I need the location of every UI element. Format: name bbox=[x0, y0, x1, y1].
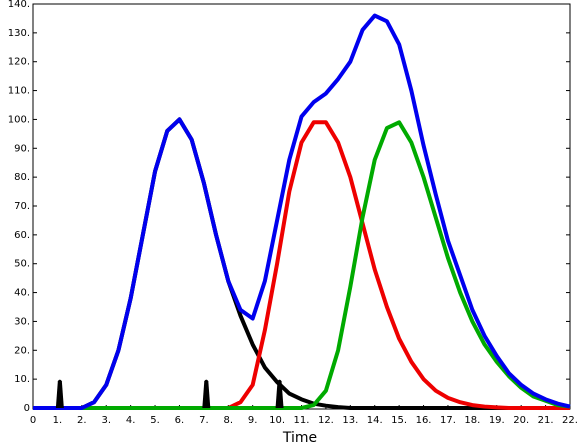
x-tick-label: 0 bbox=[30, 415, 36, 426]
x-tick-label: 20. bbox=[513, 415, 529, 426]
series-line bbox=[33, 120, 571, 410]
y-tick-label: 80. bbox=[14, 172, 30, 183]
y-tick-label: 0 bbox=[24, 403, 30, 414]
x-axis-title: Time bbox=[282, 430, 317, 446]
x-tick-label: 2. bbox=[77, 415, 87, 426]
x-tick-label: 6. bbox=[175, 415, 185, 426]
y-tick-label: 120. bbox=[8, 57, 30, 68]
x-tick-label: 22. bbox=[562, 415, 578, 426]
y-tick-label: 130. bbox=[8, 28, 30, 39]
x-tick-label: 11. bbox=[294, 415, 310, 426]
x-tick-label: 13. bbox=[342, 415, 358, 426]
x-tick-label: 15. bbox=[391, 415, 407, 426]
x-tick-label: 1. bbox=[53, 415, 63, 426]
y-tick-label: 10. bbox=[14, 374, 30, 385]
y-tick-label: 40. bbox=[14, 288, 30, 299]
series-line bbox=[33, 13, 571, 410]
y-tick-label: 50. bbox=[14, 259, 30, 270]
y-tick-label: 90. bbox=[14, 143, 30, 154]
x-tick-label: 5. bbox=[150, 415, 160, 426]
y-tick-label: 60. bbox=[14, 230, 30, 241]
y-tick-label: 70. bbox=[14, 201, 30, 212]
impulse bbox=[202, 379, 211, 408]
x-tick-label: 19. bbox=[489, 415, 505, 426]
x-tick-label: 3. bbox=[101, 415, 111, 426]
x-tick-label: 9. bbox=[248, 415, 258, 426]
x-tick-label: 14. bbox=[367, 415, 383, 426]
y-tick-label: 20. bbox=[14, 345, 30, 356]
x-tick-label: 7. bbox=[199, 415, 209, 426]
y-tick-label: 110. bbox=[8, 86, 30, 97]
x-tick-label: 8. bbox=[223, 415, 233, 426]
x-tick-label: 21. bbox=[538, 415, 554, 426]
x-tick-label: 10. bbox=[269, 415, 285, 426]
x-tick-label: 17. bbox=[440, 415, 456, 426]
y-tick-label: 30. bbox=[14, 316, 30, 327]
x-tick-label: 4. bbox=[126, 415, 136, 426]
y-tick-label: 140. bbox=[8, 0, 30, 10]
impulse bbox=[275, 379, 284, 408]
x-tick-label: 16. bbox=[416, 415, 432, 426]
impulse bbox=[55, 379, 64, 408]
x-tick-label: 18. bbox=[464, 415, 480, 426]
x-tick-label: 12. bbox=[318, 415, 334, 426]
y-tick-label: 100. bbox=[8, 114, 30, 125]
